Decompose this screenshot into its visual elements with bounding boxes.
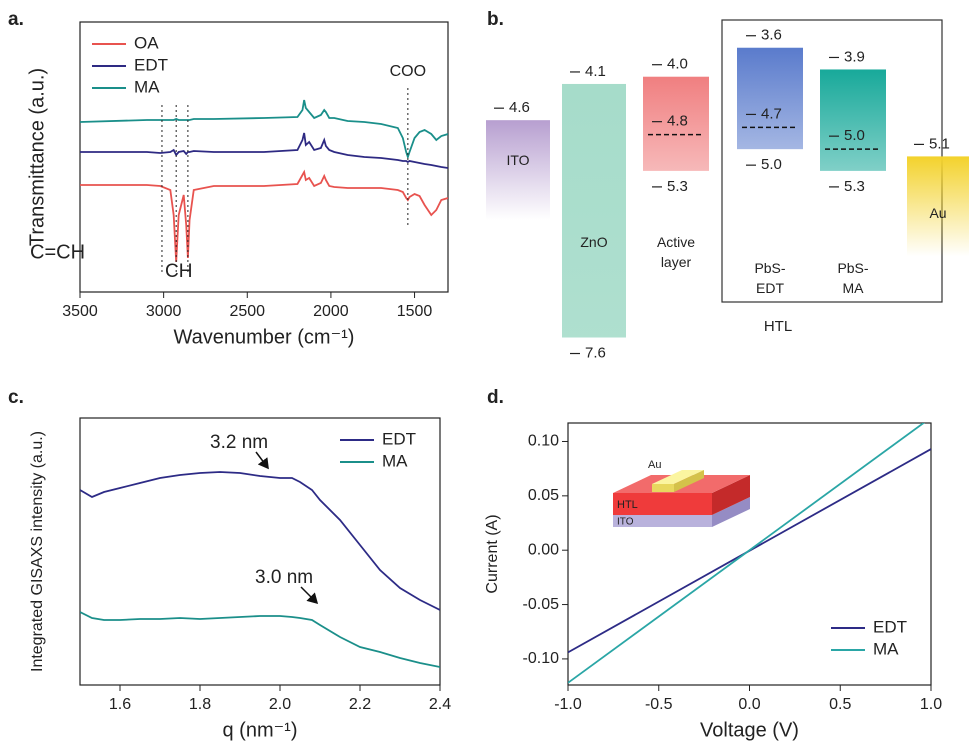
panel-label: a. xyxy=(8,9,24,30)
energy-bar xyxy=(820,69,886,171)
x-tick-label: 1.0 xyxy=(920,696,942,713)
panel-label: d. xyxy=(487,387,504,408)
x-tick-label: 2500 xyxy=(229,303,265,320)
plot-frame xyxy=(79,21,449,293)
level-label: 3.6 xyxy=(761,27,782,44)
x-axis-label: Wavenumber (cm⁻¹) xyxy=(174,326,355,348)
x-tick-label: 2.2 xyxy=(349,696,371,713)
annotation: 3.0 nm xyxy=(255,567,313,588)
x-tick-label: 1.6 xyxy=(109,696,131,713)
level-label: 3.9 xyxy=(844,48,865,65)
annotation-arrow xyxy=(255,451,269,470)
energy-bar xyxy=(486,120,550,221)
layer-name: ITO xyxy=(506,152,530,168)
x-tick-label: 2000 xyxy=(313,303,349,320)
legend-label: MA xyxy=(134,77,160,96)
legend-label: EDT xyxy=(382,429,416,448)
layer-name: PbS- EDT xyxy=(754,260,786,296)
inset-device: Au HTL ITO xyxy=(613,459,750,528)
x-axis-label: q (nm⁻¹) xyxy=(223,719,298,741)
annotation-arrow xyxy=(300,586,319,605)
y-axis-label: Transmittance (a.u.) xyxy=(26,68,48,246)
x-tick-label: 2.0 xyxy=(269,696,291,713)
x-tick-label: -1.0 xyxy=(554,696,582,713)
x-tick-label: 3000 xyxy=(146,303,182,320)
y-tick-label: -0.05 xyxy=(523,596,560,613)
layer-name: Active layer xyxy=(656,234,696,270)
x-tick-label: 2.4 xyxy=(429,696,451,713)
level-label: 5.3 xyxy=(667,178,688,195)
legend-label: OA xyxy=(134,33,159,52)
panel-label: c. xyxy=(8,387,24,408)
annotation: C=CH xyxy=(30,241,85,263)
series-line xyxy=(80,99,448,160)
legend-label: EDT xyxy=(134,55,168,74)
layer-name: ZnO xyxy=(580,234,608,250)
annotation: CH xyxy=(165,261,192,282)
series-line xyxy=(80,132,448,169)
group-label: HTL xyxy=(764,318,792,335)
inset-label: HTL xyxy=(617,499,638,511)
energy-bar xyxy=(643,76,709,171)
inset-label: ITO xyxy=(617,517,634,528)
energy-bar xyxy=(737,47,803,150)
y-tick-label: 0.10 xyxy=(528,433,559,450)
x-tick-label: 0.0 xyxy=(738,696,760,713)
level-label: 7.6 xyxy=(585,344,606,361)
level-label: 4.8 xyxy=(667,113,688,130)
series-line xyxy=(80,169,448,263)
y-tick-label: -0.10 xyxy=(523,650,560,667)
annotation: COO xyxy=(390,63,426,80)
legend-label: EDT xyxy=(873,617,907,636)
x-tick-label: -0.5 xyxy=(645,696,673,713)
energy-bar xyxy=(907,156,969,257)
legend-label: MA xyxy=(382,451,408,470)
level-label: 5.0 xyxy=(761,156,782,173)
energy-bar xyxy=(562,83,626,338)
plot-frame xyxy=(79,417,441,686)
y-tick-label: 0.00 xyxy=(528,541,559,558)
level-label: 4.7 xyxy=(761,105,782,122)
layer-name: PbS- MA xyxy=(837,260,869,296)
annotation: 3.2 nm xyxy=(210,432,268,453)
y-tick-label: 0.05 xyxy=(528,487,559,504)
series-line xyxy=(568,423,926,684)
x-axis-label: Voltage (V) xyxy=(700,719,799,741)
layer-name: Au xyxy=(929,205,947,221)
x-tick-label: 1500 xyxy=(397,303,433,320)
x-tick-label: 1.8 xyxy=(189,696,211,713)
x-tick-label: 0.5 xyxy=(829,696,851,713)
level-label: 4.0 xyxy=(667,56,688,73)
level-label: 5.1 xyxy=(929,135,950,152)
panel-label: b. xyxy=(487,9,504,30)
level-label: 5.0 xyxy=(844,127,865,144)
level-label: 4.1 xyxy=(585,63,606,80)
legend-label: MA xyxy=(873,639,899,658)
x-tick-label: 3500 xyxy=(62,303,98,320)
series-line xyxy=(80,611,440,668)
level-label: 5.3 xyxy=(844,178,865,195)
series-line xyxy=(80,471,440,611)
inset-label: Au xyxy=(648,459,661,471)
y-axis-label: Integrated GISAXS intensity (a.u.) xyxy=(29,431,46,672)
y-axis-label: Current (A) xyxy=(484,514,501,593)
level-label: 4.6 xyxy=(509,99,530,116)
